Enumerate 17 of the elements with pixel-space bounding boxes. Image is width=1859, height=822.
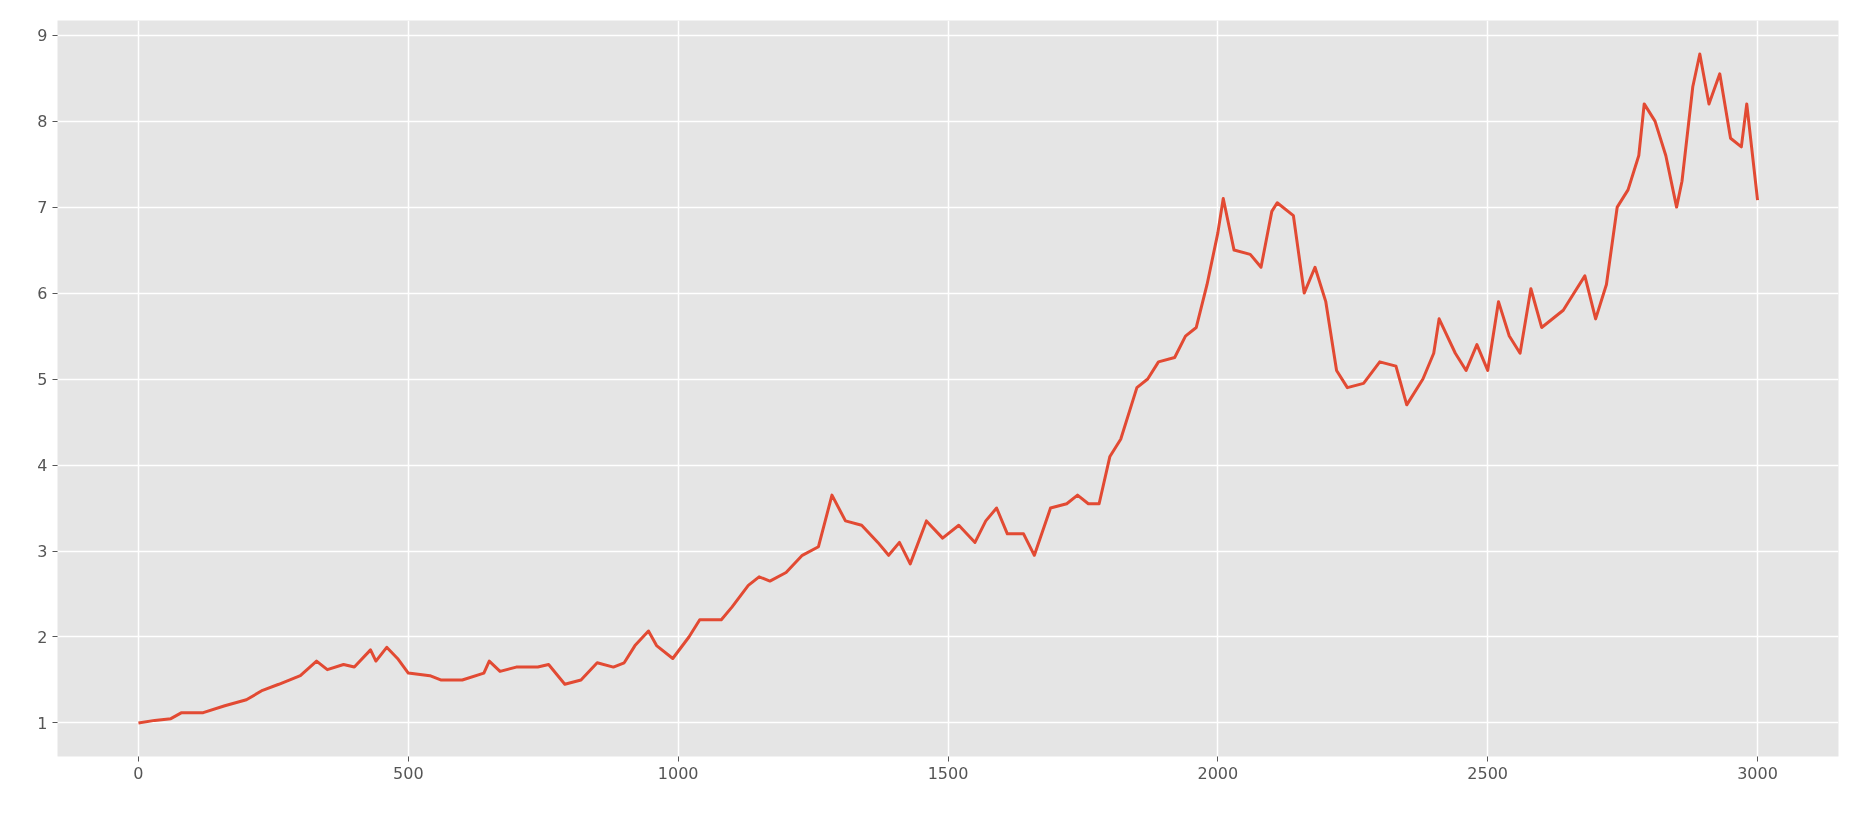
x-tick-label: 1000 — [657, 763, 699, 783]
x-tick-label: 0 — [133, 763, 144, 783]
y-tick-label: 1 — [37, 713, 48, 733]
x-tick-label: 3000 — [1737, 763, 1778, 783]
y-tick-label: 2 — [37, 627, 48, 647]
y-tick-label: 4 — [37, 456, 48, 476]
y-tick-label: 6 — [37, 284, 48, 304]
y-tick-label: 8 — [37, 112, 48, 132]
y-tick-label: 5 — [37, 370, 48, 390]
y-tick-label: 9 — [37, 26, 48, 46]
x-tick-label: 2500 — [1467, 763, 1509, 783]
x-tick-label: 2000 — [1197, 763, 1239, 783]
x-tick-label: 500 — [393, 763, 424, 783]
y-tick-label: 7 — [37, 198, 48, 218]
y-tick-label: 3 — [37, 542, 48, 561]
line-series — [136, 52, 1760, 725]
x-tick-label: 1500 — [927, 763, 969, 783]
